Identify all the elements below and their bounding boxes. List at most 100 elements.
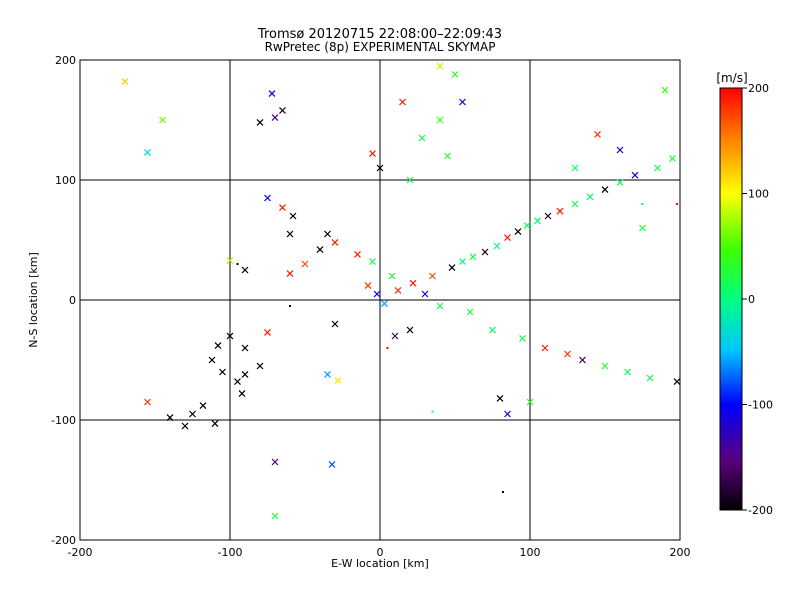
data-point [451,70,459,78]
chart-subtitle: RwPretec (8p) EXPERIMENTAL SKYMAP [265,40,496,54]
data-point [646,374,654,382]
colorbar-label: [m/s] [716,71,747,85]
data-point [469,253,477,261]
data-point [481,248,489,256]
data-point [556,207,564,215]
data-point [459,258,466,266]
data-point [144,148,151,156]
data-point [534,217,541,225]
data-point [436,116,444,124]
data-point [121,78,129,86]
data-point [376,164,384,172]
colorbar-tick-label: 0 [748,293,755,306]
data-point [514,228,522,236]
colorbar-tick-label: 200 [748,82,769,95]
data-point [199,402,207,410]
data-point [279,204,286,212]
data-point [386,347,389,349]
data-point [489,326,496,334]
data-point [564,350,571,358]
data-point [391,332,399,340]
y-axis: -200 -100 0 100 200 [51,54,88,547]
data-point [429,272,436,280]
data-point [279,106,286,114]
x-tick-label: -100 [218,546,243,559]
data-point [241,344,249,352]
data-point [519,334,526,342]
data-point [541,344,549,352]
y-tick-label: 200 [55,54,76,67]
data-point [601,186,609,194]
data-point [421,290,429,298]
data-point [271,512,279,520]
colorbar-ticks: -200 -100 0 100 200 [742,82,773,517]
data-point [238,390,246,398]
colorbar-tick-label: 100 [748,188,769,201]
data-point [406,326,414,334]
data-point [214,342,222,350]
data-point [448,264,456,272]
x-tick-label: 100 [520,546,541,559]
colorbar-tick-label: -100 [748,399,773,412]
data-point [571,200,579,208]
data-point [544,212,552,220]
data-point [369,150,376,158]
data-point [256,118,264,126]
grid-lines [80,60,680,540]
data-point [406,176,414,184]
data-point [219,368,226,376]
data-point [286,230,294,238]
x-axis: -200 -100 0 100 200 [68,532,691,559]
data-point [166,414,174,422]
data-point [616,178,624,186]
data-point [641,203,644,205]
data-point [523,222,531,230]
chart-title: Tromsø 20120715 22:08:00–22:09:43 [257,27,502,42]
data-point [504,234,511,242]
data-point [579,356,586,364]
data-point [264,194,271,202]
y-tick-label: -200 [51,534,76,547]
data-point [388,272,396,280]
data-point [211,420,219,428]
data-point [241,266,249,274]
y-tick-label: -100 [51,414,76,427]
x-axis-label: E-W location [km] [331,557,429,570]
x-tick-label: -200 [68,546,93,559]
data-point [436,62,444,70]
data-point [394,286,402,294]
data-point [399,98,406,106]
data-point [631,171,639,179]
data-point [673,378,681,386]
data-point [331,238,339,246]
colorbar-tick-label: -200 [748,504,773,517]
colorbar [719,87,743,511]
data-point [624,368,631,376]
data-point [594,130,601,138]
data-point [661,86,669,94]
data-point [676,203,678,205]
data-point [264,328,271,336]
data-point [496,394,504,402]
data-point [526,398,534,406]
data-point [409,279,417,287]
data-point [354,250,361,258]
data-point [226,256,234,264]
data-point [289,305,291,307]
data-point [234,378,241,386]
data-point [502,491,504,493]
data-point [286,270,294,278]
data-point [334,376,342,384]
data-point [466,308,474,316]
data-point [493,242,501,250]
y-tick-label: 0 [69,294,76,307]
data-point [571,164,579,172]
data-point [601,362,609,370]
y-axis-label: N-S location [km] [27,252,40,348]
data-points [121,62,681,520]
data-point [669,154,676,162]
data-point [459,98,466,106]
data-point [369,258,376,266]
data-point [159,116,166,124]
